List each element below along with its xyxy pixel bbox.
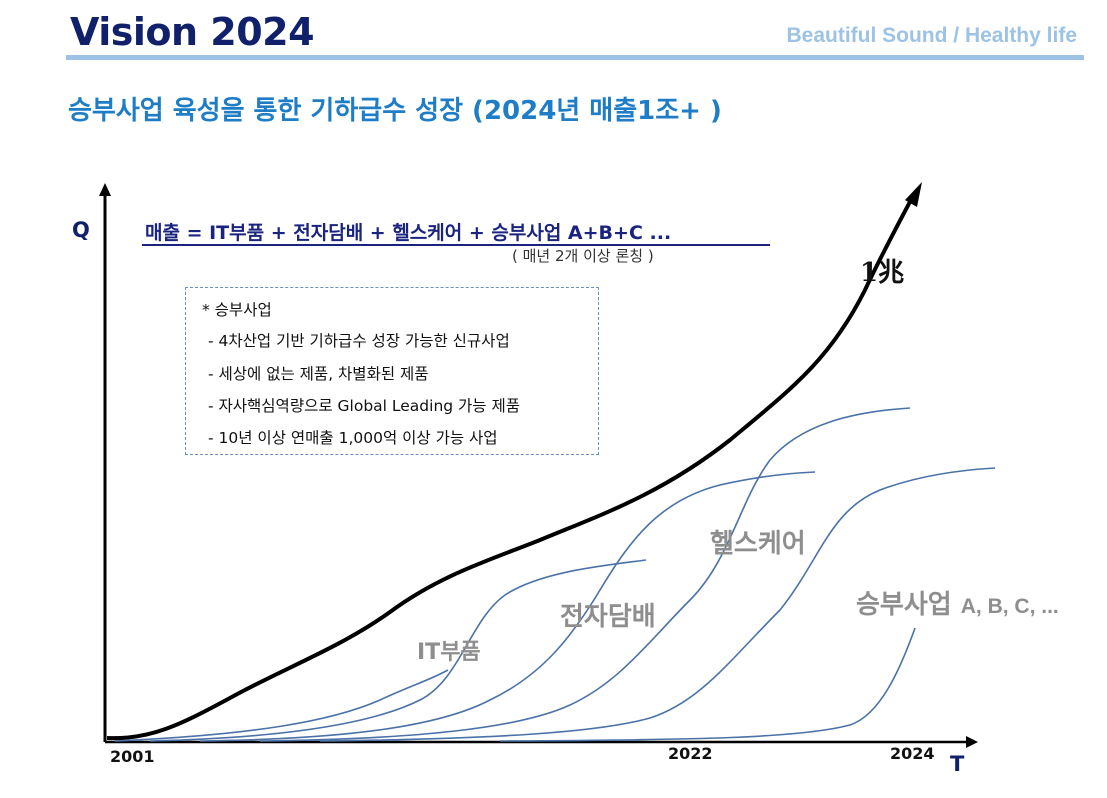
healthcare-label: 헬스케어: [710, 529, 806, 559]
total-curve-arrow: [905, 182, 922, 207]
winning-business-label: 승부사업 A, B, C, ...: [856, 584, 1059, 621]
it-parts-curve: [114, 669, 449, 742]
slide-subtitle: 승부사업 육성을 통한 기하급수 성장 (2024년 매출1조+ ): [68, 96, 722, 126]
year-start: 2001: [110, 747, 155, 766]
total-revenue-curve: [106, 197, 914, 741]
e-cigarette-curve: [199, 471, 816, 742]
s-curve-1: [149, 559, 647, 742]
info-box-item: - 자사핵심역량으로 Global Leading 가능 제품: [208, 397, 520, 415]
y-axis-label: Q: [72, 218, 90, 242]
winning-business-info-box: * 승부사업 - 4차산업 기반 기하급수 성장 가능한 신규사업 - 세상에 …: [185, 287, 599, 455]
formula-note: ( 매년 2개 이상 론칭 ): [512, 247, 654, 265]
info-box-item: - 4차산업 기반 기하급수 성장 가능한 신규사업: [208, 332, 510, 350]
y-axis-arrow: [99, 183, 111, 196]
winning-business-label-text: 승부사업: [856, 590, 952, 620]
healthcare-curve: [259, 407, 911, 742]
info-box-item: - 10년 이상 연매출 1,000억 이상 가능 사업: [208, 429, 498, 447]
header-divider: [66, 55, 1084, 60]
total-target-label: 1兆: [860, 258, 905, 288]
e-cigarette-label: 전자담배: [560, 602, 656, 632]
info-box-heading: * 승부사업: [202, 301, 272, 319]
winning-business-curve-a: [319, 467, 996, 742]
page-title: Vision 2024: [70, 10, 315, 54]
year-end: 2024: [890, 744, 935, 763]
revenue-formula: 매출 = IT부품 + 전자담배 + 헬스케어 + 승부사업 A+B+C ...: [145, 222, 672, 244]
x-axis-arrow: [966, 736, 978, 748]
slogan: Beautiful Sound / Healthy life: [786, 24, 1077, 47]
formula-underline: [142, 244, 770, 246]
winning-business-label-suffix: A, B, C, ...: [960, 595, 1059, 618]
winning-business-curve-b: [499, 627, 916, 742]
x-axis-label: T: [950, 752, 965, 776]
year-mid: 2022: [668, 744, 713, 763]
info-box-item: - 세상에 없는 제품, 차별화된 제품: [208, 365, 429, 383]
it-parts-label: IT부품: [417, 640, 481, 665]
